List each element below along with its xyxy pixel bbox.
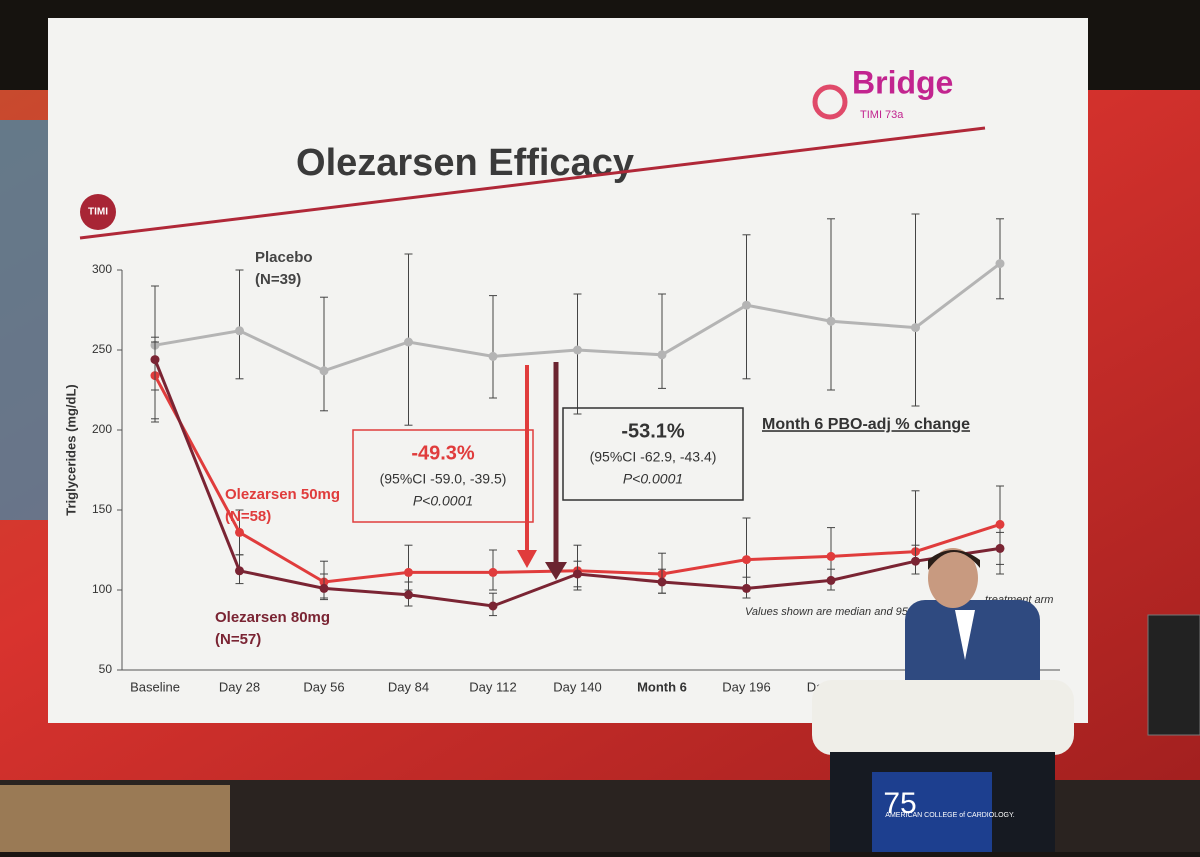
- series-label: Placebo: [255, 249, 313, 266]
- acc-logo: [872, 772, 992, 852]
- data-point: [488, 351, 498, 361]
- arrowhead-50mg: [517, 550, 537, 568]
- data-point: [404, 590, 413, 600]
- data-point: [235, 527, 244, 537]
- data-point: [319, 366, 329, 376]
- y-tick-label: 50: [99, 662, 113, 676]
- stat-p: P<0.0001: [413, 493, 473, 509]
- data-point: [742, 555, 751, 565]
- series-label: Olezarsen 50mg: [225, 486, 340, 503]
- data-point: [573, 345, 582, 355]
- data-point: [995, 519, 1005, 529]
- data-point: [911, 556, 920, 566]
- data-point: [657, 577, 667, 587]
- x-tick-label: Day 196: [722, 679, 770, 694]
- y-axis-label: Triglycerides (mg/dL): [63, 384, 78, 515]
- bridge-logo: [812, 84, 848, 120]
- y-tick-label: 200: [92, 422, 112, 436]
- data-point: [235, 566, 244, 576]
- title-rule: [79, 126, 986, 240]
- data-point: [657, 350, 667, 360]
- arrowhead-80mg: [545, 562, 567, 580]
- acc-number: 75: [883, 787, 916, 820]
- chart: 50 100 150 200 250 300 Baseline Day 28 Day 56 Day…: [92, 213, 1053, 694]
- stat-p: P<0.0001: [623, 471, 683, 487]
- stat-pct: -49.3%: [411, 442, 475, 464]
- speaker-hair: [928, 550, 980, 570]
- acc-org: AMERICAN COLLEGE of CARDIOLOGY.: [885, 812, 1014, 819]
- data-point: [319, 583, 329, 593]
- monitor: [1147, 614, 1200, 736]
- data-point: [826, 316, 836, 326]
- data-point: [404, 337, 413, 347]
- series-label: Olezarsen 80mg: [215, 609, 330, 626]
- x-tick-label: Day 84: [388, 679, 429, 694]
- data-point: [911, 323, 920, 333]
- footnote: Values shown are median and 95%: [745, 606, 918, 618]
- x-tick-label: Day 140: [553, 679, 601, 694]
- box-heading: Month 6 PBO-adj % change: [762, 416, 970, 433]
- y-tick-label: 250: [92, 342, 112, 356]
- x-tick-label: Day 112: [469, 679, 516, 694]
- x-tick-label: Month 6: [637, 679, 687, 694]
- speaker-head: [928, 548, 978, 608]
- stat-box: [562, 407, 744, 501]
- logo-text: Bridge: [852, 64, 953, 100]
- stat-ci: (95%CI -59.0, -39.5): [380, 471, 507, 487]
- x-tick-label: Day 56: [303, 679, 344, 694]
- stat-pct: -53.1%: [621, 420, 685, 442]
- x-tick-label: Baseline: [130, 679, 180, 694]
- data-point: [826, 551, 836, 561]
- data-point: [742, 583, 751, 593]
- stat-box: [352, 429, 534, 523]
- data-point: [995, 259, 1005, 269]
- timi-badge: [80, 194, 116, 230]
- data-point: [150, 355, 160, 365]
- data-point: [235, 326, 244, 336]
- speaker-shirt: [955, 610, 975, 660]
- series-n: (N=39): [255, 271, 301, 288]
- data-point: [995, 543, 1005, 553]
- y-tick-label: 100: [92, 582, 112, 596]
- logo-subtext: TIMI 73a: [860, 109, 904, 121]
- data-point: [488, 567, 498, 577]
- data-point: [826, 575, 836, 585]
- badge-text: TIMI: [88, 207, 108, 218]
- data-point: [404, 567, 413, 577]
- y-tick-label: 300: [92, 262, 112, 276]
- series-n: (N=57): [215, 631, 261, 648]
- data-point: [488, 601, 498, 611]
- data-point: [573, 569, 582, 579]
- x-tick-label: Day 28: [219, 679, 260, 694]
- podium-top: [812, 680, 1074, 755]
- curtain: [0, 785, 230, 852]
- y-tick-label: 150: [92, 502, 112, 516]
- stat-ci: (95%CI -62.9, -43.4): [590, 449, 717, 465]
- series-n: (N=58): [225, 508, 271, 525]
- data-point: [742, 300, 751, 310]
